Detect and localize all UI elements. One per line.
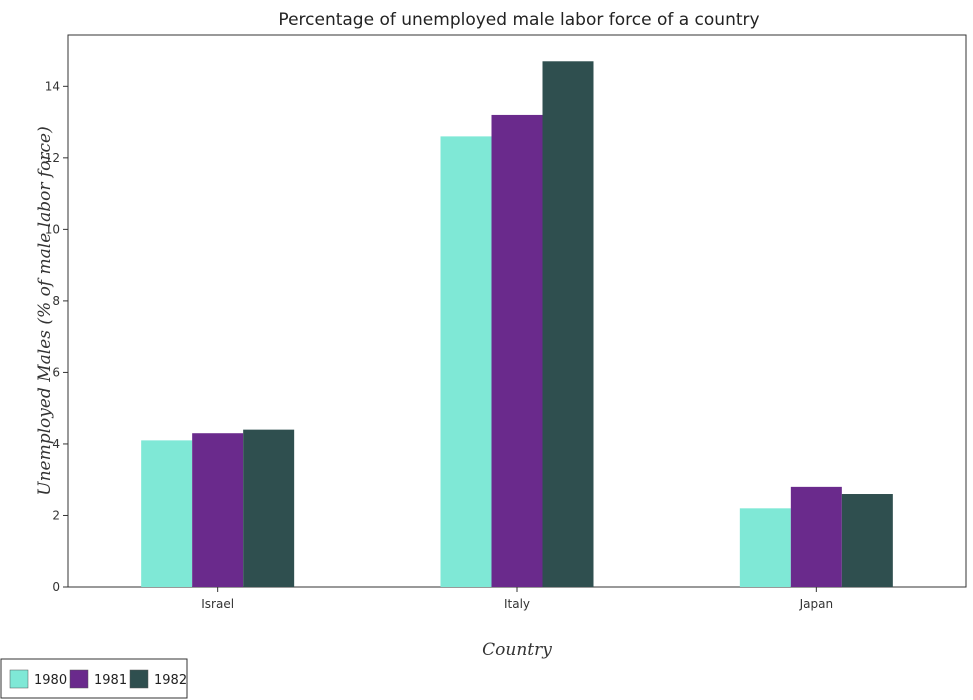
- bar-japan-1981: [790, 486, 842, 587]
- legend-label-1982: 1982: [154, 673, 187, 688]
- bar-israel-1982: [243, 429, 295, 587]
- bar-italy-1980: [440, 136, 492, 587]
- bars: [141, 61, 893, 588]
- bar-japan-1980: [739, 508, 791, 587]
- bar-italy-1982: [542, 61, 594, 588]
- legend-frame: [0, 658, 188, 699]
- bar-italy-1981: [491, 114, 543, 588]
- y-tick-label: 0: [52, 580, 60, 594]
- chart-title: Percentage of unemployed male labor forc…: [278, 10, 759, 30]
- y-axis-label: Unemployed Males (% of male labor force): [35, 126, 55, 496]
- legend-label-1980: 1980: [34, 673, 67, 688]
- legend-swatch-1982: [129, 669, 149, 689]
- y-axis-ticks: 0 2 4 6 8 10 12 14: [45, 79, 68, 594]
- x-tick-label-japan: Japan: [799, 597, 833, 611]
- y-tick-label: 2: [52, 508, 60, 522]
- bar-israel-1980: [141, 440, 193, 587]
- legend-label-1981: 1981: [94, 673, 127, 688]
- y-tick-label: 4: [52, 437, 60, 451]
- x-tick-label-israel: Israel: [201, 597, 234, 611]
- x-axis-label: Country: [482, 640, 552, 660]
- legend: 1980 1981 1982: [0, 658, 188, 699]
- bar-japan-1982: [841, 494, 893, 587]
- legend-swatch-1980: [9, 669, 29, 689]
- y-tick-label: 6: [52, 365, 60, 379]
- legend-swatch-1981: [69, 669, 89, 689]
- bar-israel-1981: [192, 433, 244, 587]
- x-tick-label-italy: Italy: [504, 597, 530, 611]
- y-tick-label: 10: [45, 222, 60, 236]
- y-tick-label: 12: [45, 151, 60, 165]
- y-tick-label: 8: [52, 294, 60, 308]
- y-tick-label: 14: [45, 79, 60, 93]
- x-axis-ticks: Israel Italy Japan: [201, 587, 833, 611]
